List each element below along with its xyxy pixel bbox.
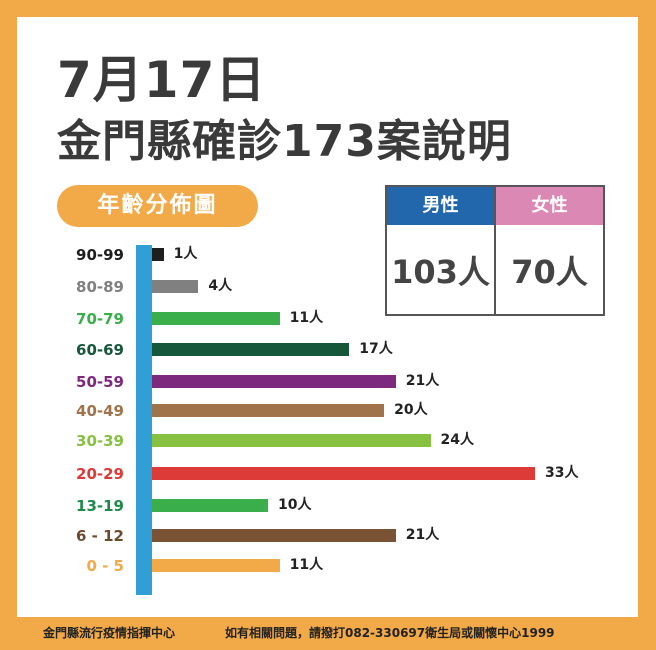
footer-contact: 如有相關問題，請撥打082-330697衛生局或關懷中心1999 xyxy=(225,626,555,640)
category-label: 13-19 xyxy=(76,497,124,515)
male-count: 103人 xyxy=(391,252,490,291)
value-label: 4人 xyxy=(208,278,233,294)
category-label: 60-69 xyxy=(76,341,124,359)
category-label: 0 - 5 xyxy=(86,557,124,575)
bar xyxy=(152,404,385,417)
value-label: 17人 xyxy=(359,341,393,357)
value-label: 21人 xyxy=(405,527,440,543)
value-label: 11人 xyxy=(289,310,324,326)
chart-axis xyxy=(136,245,152,595)
category-label: 90-99 xyxy=(76,246,124,264)
category-label: 6 - 12 xyxy=(76,527,124,545)
value-label: 33人 xyxy=(545,465,579,481)
female-count: 70人 xyxy=(511,252,588,291)
female-column: 女性 70人 xyxy=(494,187,603,314)
gender-table: 男性 103人 女性 70人 xyxy=(385,185,605,316)
value-label: 10人 xyxy=(278,497,312,513)
category-label: 50-59 xyxy=(76,373,124,391)
bar xyxy=(152,375,396,388)
category-label: 70-79 xyxy=(76,310,124,328)
bar xyxy=(152,248,164,261)
value-label: 21人 xyxy=(405,373,440,389)
category-label: 20-29 xyxy=(76,465,124,483)
bar xyxy=(152,467,535,480)
main-title: 金門縣確診173案說明 xyxy=(57,116,512,167)
value-label: 1人 xyxy=(173,246,198,262)
footer-org: 金門縣流行疫情指揮中心 xyxy=(43,626,176,640)
male-header: 男性 xyxy=(387,187,494,225)
bar xyxy=(152,434,431,447)
bar xyxy=(152,529,396,542)
content-panel xyxy=(17,17,638,617)
category-label: 30-39 xyxy=(76,432,124,450)
bar xyxy=(152,343,350,356)
bar xyxy=(152,499,269,512)
bar xyxy=(152,559,280,572)
value-label: 11人 xyxy=(289,557,324,573)
category-label: 40-49 xyxy=(76,402,124,420)
date-title: 7月17日 xyxy=(57,51,267,109)
male-column: 男性 103人 xyxy=(387,187,494,314)
female-header: 女性 xyxy=(496,187,603,225)
section-label: 年齡分佈圖 xyxy=(57,185,258,227)
bar xyxy=(152,312,280,325)
value-label: 24人 xyxy=(440,432,475,448)
value-label: 20人 xyxy=(394,402,428,418)
bar xyxy=(152,280,199,293)
category-label: 80-89 xyxy=(76,278,124,296)
